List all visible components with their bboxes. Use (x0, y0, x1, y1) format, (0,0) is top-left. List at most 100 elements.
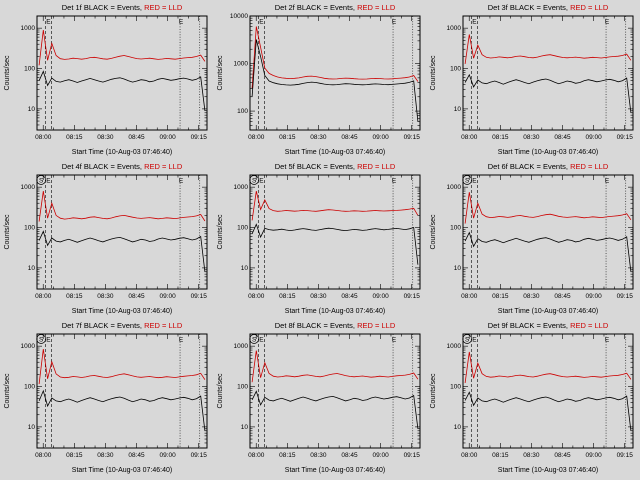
svg-text:08:15: 08:15 (67, 293, 84, 300)
svg-text:Counts/sec: Counts/sec (430, 55, 437, 91)
svg-text:100: 100 (237, 384, 248, 391)
svg-text:10: 10 (241, 424, 249, 431)
svg-text:E: E (259, 337, 264, 344)
svg-text:08:15: 08:15 (279, 452, 296, 459)
svg-text:08:15: 08:15 (492, 134, 509, 141)
svg-text:08:00: 08:00 (35, 293, 52, 300)
svg-text:E: E (259, 18, 264, 25)
chart-det-5f: 10 100 1000 08:00 08:15 08:30 08:45 09:00 09:15 D… (217, 162, 421, 315)
svg-text:08:30: 08:30 (523, 134, 540, 141)
svg-text:08:45: 08:45 (341, 452, 358, 459)
svg-text:Start Time (10-Aug-03 07:46:40: Start Time (10-Aug-03 07:46:40) (72, 467, 172, 474)
plot-panel-det-2f: 100 1000 10000 08:00 08:15 08:30 08:45 09:00 09:… (214, 1, 427, 160)
svg-text:Counts/sec: Counts/sec (4, 214, 11, 250)
svg-text:E: E (392, 337, 397, 344)
chart-det-1f: 10 100 1000 08:00 08:15 08:30 08:45 09:00 09:15 D… (4, 3, 208, 156)
svg-text:08:45: 08:45 (129, 293, 146, 300)
svg-text:Start Time (10-Aug-03 07:46:40: Start Time (10-Aug-03 07:46:40) (285, 149, 385, 156)
svg-text:E: E (472, 177, 477, 184)
svg-text:08:15: 08:15 (67, 452, 84, 459)
plot-panel-det-6f: 10 100 1000 08:00 08:15 08:30 08:45 09:00 09:15 D… (426, 160, 639, 319)
svg-text:10: 10 (453, 424, 461, 431)
svg-text:08:30: 08:30 (98, 134, 115, 141)
svg-text:08:30: 08:30 (310, 134, 327, 141)
svg-text:Start Time (10-Aug-03 07:46:40: Start Time (10-Aug-03 07:46:40) (72, 308, 172, 315)
svg-text:Det 5f BLACK = Events, RED = L: Det 5f BLACK = Events, RED = LLD (275, 162, 396, 171)
svg-text:10: 10 (28, 424, 36, 431)
svg-text:S: S (252, 337, 257, 344)
svg-text:10000: 10000 (230, 13, 248, 20)
plot-panel-det-8f: 10 100 1000 08:00 08:15 08:30 08:45 09:00 09:15 D… (214, 320, 427, 479)
svg-text:Counts/sec: Counts/sec (217, 373, 224, 409)
svg-text:1000: 1000 (21, 343, 36, 350)
svg-text:E: E (472, 337, 477, 344)
svg-text:Start Time (10-Aug-03 07:46:40: Start Time (10-Aug-03 07:46:40) (285, 467, 385, 474)
svg-text:08:00: 08:00 (248, 452, 265, 459)
chart-det-6f: 10 100 1000 08:00 08:15 08:30 08:45 09:00 09:15 D… (430, 162, 634, 315)
plot-panel-det-5f: 10 100 1000 08:00 08:15 08:30 08:45 09:00 09:15 D… (214, 160, 427, 319)
svg-text:09:00: 09:00 (372, 293, 389, 300)
svg-text:Det 4f BLACK = Events, RED = L: Det 4f BLACK = Events, RED = LLD (62, 162, 183, 171)
svg-text:09:00: 09:00 (160, 452, 177, 459)
svg-text:09:00: 09:00 (585, 293, 602, 300)
svg-text:1000: 1000 (446, 184, 461, 191)
svg-text:10: 10 (241, 265, 249, 272)
svg-text:E: E (179, 18, 184, 25)
svg-text:Det 2f BLACK = Events, RED = L: Det 2f BLACK = Events, RED = LLD (275, 3, 396, 12)
svg-text:E: E (259, 177, 264, 184)
chart-det-9f: 10 100 1000 08:00 08:15 08:30 08:45 09:00 09:15 D… (430, 321, 634, 474)
svg-text:08:45: 08:45 (129, 452, 146, 459)
svg-text:10: 10 (453, 265, 461, 272)
svg-text:08:45: 08:45 (554, 452, 571, 459)
svg-text:08:30: 08:30 (98, 452, 115, 459)
svg-text:08:15: 08:15 (279, 134, 296, 141)
svg-text:08:45: 08:45 (341, 134, 358, 141)
svg-text:09:15: 09:15 (191, 134, 208, 141)
svg-text:100: 100 (24, 65, 35, 72)
svg-text:E: E (47, 18, 52, 25)
svg-text:100: 100 (450, 225, 461, 232)
svg-text:08:30: 08:30 (310, 452, 327, 459)
svg-text:E: E (472, 18, 477, 25)
svg-text:08:45: 08:45 (129, 134, 146, 141)
svg-text:08:30: 08:30 (523, 293, 540, 300)
svg-text:08:15: 08:15 (492, 452, 509, 459)
svg-text:Counts/sec: Counts/sec (430, 214, 437, 250)
svg-text:1000: 1000 (234, 184, 249, 191)
chart-det-8f: 10 100 1000 08:00 08:15 08:30 08:45 09:00 09:15 D… (217, 321, 421, 474)
svg-text:S: S (252, 177, 257, 184)
svg-text:1000: 1000 (21, 184, 36, 191)
svg-text:Counts/sec: Counts/sec (217, 55, 224, 91)
plot-panel-det-1f: 10 100 1000 08:00 08:15 08:30 08:45 09:00 09:15 D… (1, 1, 214, 160)
svg-text:Counts/sec: Counts/sec (217, 214, 224, 250)
svg-text:09:00: 09:00 (160, 293, 177, 300)
svg-text:10: 10 (28, 265, 36, 272)
svg-text:1000: 1000 (234, 343, 249, 350)
svg-text:08:45: 08:45 (554, 293, 571, 300)
svg-text:100: 100 (24, 384, 35, 391)
svg-text:Det 9f BLACK = Events, RED = L: Det 9f BLACK = Events, RED = LLD (487, 321, 608, 330)
svg-text:Start Time (10-Aug-03 07:46:40: Start Time (10-Aug-03 07:46:40) (285, 308, 385, 315)
svg-text:08:30: 08:30 (98, 293, 115, 300)
plot-panel-det-7f: 10 100 1000 08:00 08:15 08:30 08:45 09:00 09:15 D… (1, 320, 214, 479)
svg-text:1000: 1000 (234, 60, 249, 67)
svg-text:09:00: 09:00 (372, 134, 389, 141)
svg-text:09:15: 09:15 (404, 134, 421, 141)
chart-det-3f: 10 100 1000 08:00 08:15 08:30 08:45 09:00 09:15 D… (430, 3, 634, 156)
svg-text:08:00: 08:00 (248, 293, 265, 300)
svg-text:08:00: 08:00 (248, 134, 265, 141)
svg-text:08:00: 08:00 (35, 134, 52, 141)
svg-text:Det 1f BLACK = Events, RED = L: Det 1f BLACK = Events, RED = LLD (62, 3, 183, 12)
svg-text:Det 6f BLACK = Events, RED = L: Det 6f BLACK = Events, RED = LLD (487, 162, 608, 171)
svg-text:09:15: 09:15 (616, 293, 633, 300)
chart-det-2f: 100 1000 10000 08:00 08:15 08:30 08:45 09:00 09:… (217, 3, 421, 156)
svg-text:08:00: 08:00 (461, 452, 478, 459)
svg-text:08:30: 08:30 (523, 452, 540, 459)
svg-text:100: 100 (237, 108, 248, 115)
svg-text:09:00: 09:00 (585, 134, 602, 141)
svg-text:S: S (39, 177, 44, 184)
svg-text:10: 10 (28, 106, 36, 113)
svg-text:Start Time (10-Aug-03 07:46:40: Start Time (10-Aug-03 07:46:40) (72, 149, 172, 156)
svg-text:09:15: 09:15 (404, 452, 421, 459)
